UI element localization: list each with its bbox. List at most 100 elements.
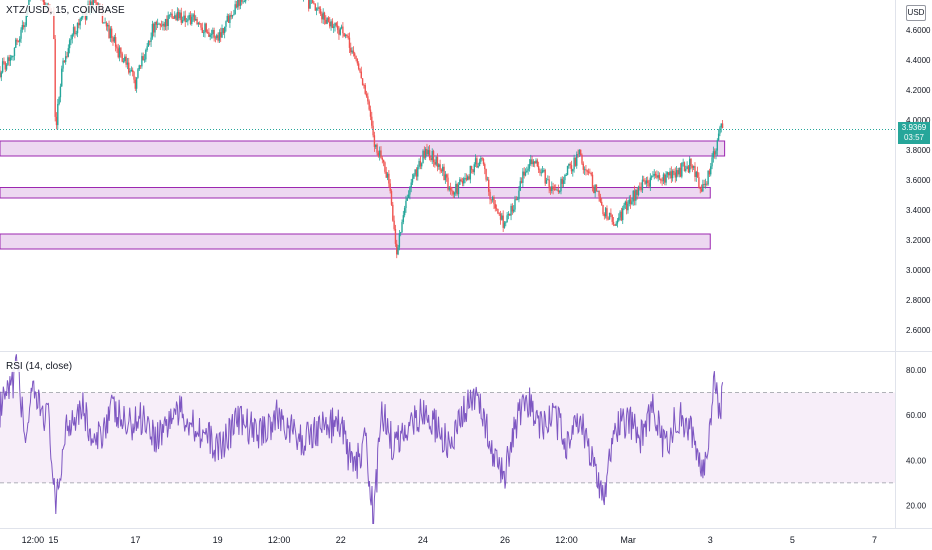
- candle-326: [427, 146, 429, 157]
- candle-body: [572, 169, 574, 172]
- candle-527: [691, 164, 694, 173]
- candle-509: [668, 172, 670, 180]
- candle-404: [530, 154, 532, 166]
- candle-391: [512, 205, 515, 214]
- candle-body: [582, 163, 585, 170]
- candle-392: [514, 195, 516, 213]
- candle-body: [66, 56, 68, 58]
- candle-body: [434, 162, 436, 165]
- candle-477: [625, 198, 628, 215]
- candle-body: [314, 4, 317, 11]
- candle-body: [702, 184, 704, 192]
- candle-body: [372, 125, 374, 136]
- candle-463: [607, 216, 609, 221]
- currency-badge[interactable]: USD: [906, 5, 926, 21]
- candle-149: [195, 15, 197, 21]
- candle-body: [171, 13, 173, 18]
- candle-174: [227, 13, 230, 24]
- candle-body: [61, 68, 63, 87]
- candle-body: [130, 69, 133, 72]
- candle-body: [436, 157, 439, 167]
- candle-44: [57, 98, 59, 130]
- candle-body: [193, 14, 196, 21]
- candle-492: [645, 176, 648, 188]
- candle-body: [493, 197, 495, 205]
- candle-126: [164, 18, 167, 31]
- candle-body: [620, 211, 623, 221]
- candle-129: [168, 14, 171, 19]
- candle-341: [447, 173, 449, 192]
- candle-body: [335, 23, 338, 26]
- candle-105: [137, 67, 139, 79]
- candle-474: [622, 205, 624, 225]
- candle-49: [63, 60, 66, 63]
- candle-17: [21, 20, 24, 33]
- candle-body: [645, 180, 648, 184]
- candle-142: [185, 17, 188, 23]
- candle-133: [174, 11, 176, 20]
- candle-body: [502, 215, 504, 228]
- candle-81: [105, 21, 108, 31]
- candle-487: [639, 182, 641, 191]
- candle-body: [216, 35, 218, 39]
- candle-409: [536, 158, 539, 168]
- candle-135: [176, 7, 179, 22]
- candle-body: [710, 166, 712, 175]
- candle-172: [225, 20, 227, 32]
- time-tick-label: 24: [418, 535, 428, 545]
- candle-334: [438, 163, 440, 170]
- candle-128: [167, 11, 169, 30]
- candle-407: [534, 160, 536, 168]
- candle-body: [507, 213, 510, 216]
- candle-55: [71, 33, 73, 44]
- candle-body: [686, 166, 688, 169]
- candle-body: [448, 186, 451, 190]
- candle-379: [497, 208, 499, 215]
- pane-divider[interactable]: [0, 351, 932, 352]
- candle-103: [134, 76, 137, 92]
- candle-533: [699, 186, 701, 194]
- candle-439: [576, 151, 578, 169]
- candle-body: [58, 97, 60, 105]
- candle-body: [637, 186, 640, 195]
- candle-11: [13, 47, 16, 61]
- candle-454: [595, 184, 598, 192]
- candle-body: [618, 217, 620, 221]
- candle-body: [530, 159, 532, 165]
- candle-body: [639, 186, 641, 188]
- candle-89: [116, 44, 118, 53]
- candle-body: [325, 19, 327, 24]
- candle-319: [418, 158, 420, 170]
- candle-body: [22, 25, 25, 28]
- candle-160: [209, 32, 211, 41]
- candle-body: [599, 196, 602, 202]
- candle-108: [141, 52, 143, 69]
- candle-267: [350, 42, 352, 56]
- candle-122: [159, 23, 161, 31]
- candle-body: [610, 212, 612, 215]
- candle-444: [582, 161, 585, 174]
- candle-107: [139, 65, 142, 70]
- candle-body: [121, 53, 123, 62]
- candle-body: [242, 1, 244, 3]
- candle-body: [147, 41, 150, 47]
- candle-61: [79, 17, 81, 30]
- candle-441: [578, 149, 581, 157]
- candle-532: [698, 172, 700, 189]
- candle-body: [126, 62, 129, 65]
- candle-body: [602, 205, 604, 214]
- candle-343: [449, 182, 452, 195]
- candle-457: [599, 193, 602, 204]
- candle-body: [401, 222, 403, 233]
- rsi-legend[interactable]: RSI (14, close): [4, 361, 75, 372]
- candle-body: [8, 57, 10, 61]
- candle-271: [355, 55, 357, 62]
- candle-144: [188, 12, 190, 21]
- candle-329: [431, 148, 433, 165]
- candle-body: [566, 166, 569, 175]
- candle-body: [711, 157, 713, 167]
- candle-471: [618, 213, 620, 222]
- candle-body: [679, 167, 682, 177]
- symbol-legend[interactable]: XTZ/USD, 15, COINBASE: [4, 5, 127, 16]
